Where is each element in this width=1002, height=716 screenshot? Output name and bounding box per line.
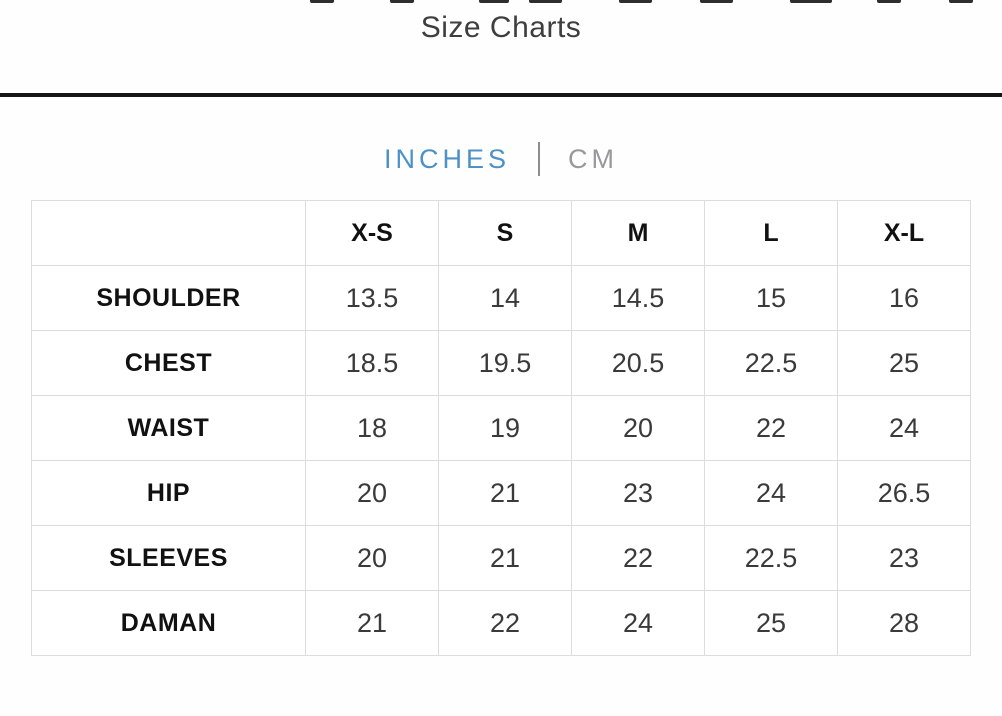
cell-daman-s: 22: [438, 590, 572, 656]
size-chart-table: X-S S M L X-L SHOULDER 13.5 14 14.5 15 1…: [31, 200, 971, 656]
table-row: HIP 20 21 23 24 26.5: [31, 460, 971, 526]
table-row: SHOULDER 13.5 14 14.5 15 16: [31, 265, 971, 331]
cell-hip-m: 23: [571, 460, 705, 526]
cell-chest-xs: 18.5: [305, 330, 439, 396]
row-label-shoulder: SHOULDER: [31, 265, 306, 331]
page-title: Size Charts: [420, 11, 582, 44]
row-label-waist: WAIST: [31, 395, 306, 461]
size-chart-table-container: X-S S M L X-L SHOULDER 13.5 14 14.5 15 1…: [31, 200, 971, 656]
unit-toggle-divider: [538, 142, 540, 176]
unit-toggle: INCHES CM: [0, 142, 1002, 176]
row-label-daman: DAMAN: [31, 590, 306, 656]
cell-chest-s: 19.5: [438, 330, 572, 396]
cell-hip-l: 24: [704, 460, 838, 526]
cell-daman-xl: 28: [837, 590, 971, 656]
column-header-xs: X-S: [305, 200, 439, 266]
row-label-sleeves: SLEEVES: [31, 525, 306, 591]
cell-hip-s: 21: [438, 460, 572, 526]
unit-option-inches[interactable]: INCHES: [383, 143, 510, 174]
cell-waist-m: 20: [571, 395, 705, 461]
row-label-hip: HIP: [31, 460, 306, 526]
cell-sleeves-l: 22.5: [704, 525, 838, 591]
cell-daman-xs: 21: [305, 590, 439, 656]
unit-option-cm[interactable]: CM: [568, 143, 618, 174]
column-header-s: S: [438, 200, 572, 266]
table-header-row: X-S S M L X-L: [31, 200, 971, 266]
cell-shoulder-xs: 13.5: [305, 265, 439, 331]
cell-waist-xl: 24: [837, 395, 971, 461]
column-header-xl: X-L: [837, 200, 971, 266]
cell-chest-m: 20.5: [571, 330, 705, 396]
cell-shoulder-xl: 16: [837, 265, 971, 331]
cropped-text-artifact: [0, 0, 1002, 5]
table-row: SLEEVES 20 21 22 22.5 23: [31, 525, 971, 591]
cell-daman-m: 24: [571, 590, 705, 656]
cell-waist-l: 22: [704, 395, 838, 461]
cell-shoulder-s: 14: [438, 265, 572, 331]
cell-waist-s: 19: [438, 395, 572, 461]
cell-sleeves-s: 21: [438, 525, 572, 591]
column-header-l: L: [704, 200, 838, 266]
divider-rule: [0, 93, 1002, 97]
cell-sleeves-xs: 20: [305, 525, 439, 591]
cell-shoulder-m: 14.5: [571, 265, 705, 331]
cell-waist-xs: 18: [305, 395, 439, 461]
cell-chest-l: 22.5: [704, 330, 838, 396]
column-header-m: M: [571, 200, 705, 266]
cell-chest-xl: 25: [837, 330, 971, 396]
table-row: WAIST 18 19 20 22 24: [31, 395, 971, 461]
cell-daman-l: 25: [704, 590, 838, 656]
row-label-chest: CHEST: [31, 330, 306, 396]
cell-shoulder-l: 15: [704, 265, 838, 331]
cell-sleeves-xl: 23: [837, 525, 971, 591]
table-row: DAMAN 21 22 24 25 28: [31, 590, 971, 656]
cell-hip-xs: 20: [305, 460, 439, 526]
cell-hip-xl: 26.5: [837, 460, 971, 526]
table-row: CHEST 18.5 19.5 20.5 22.5 25: [31, 330, 971, 396]
cell-sleeves-m: 22: [571, 525, 705, 591]
size-table-corner-cell: [31, 200, 306, 266]
